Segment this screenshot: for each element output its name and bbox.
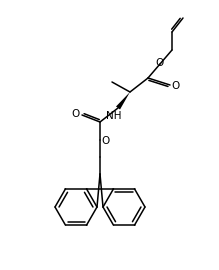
Text: O: O: [171, 81, 179, 91]
Polygon shape: [116, 92, 130, 110]
Text: O: O: [72, 109, 80, 119]
Text: O: O: [155, 58, 163, 68]
Text: NH: NH: [106, 111, 122, 121]
Text: O: O: [102, 136, 110, 146]
